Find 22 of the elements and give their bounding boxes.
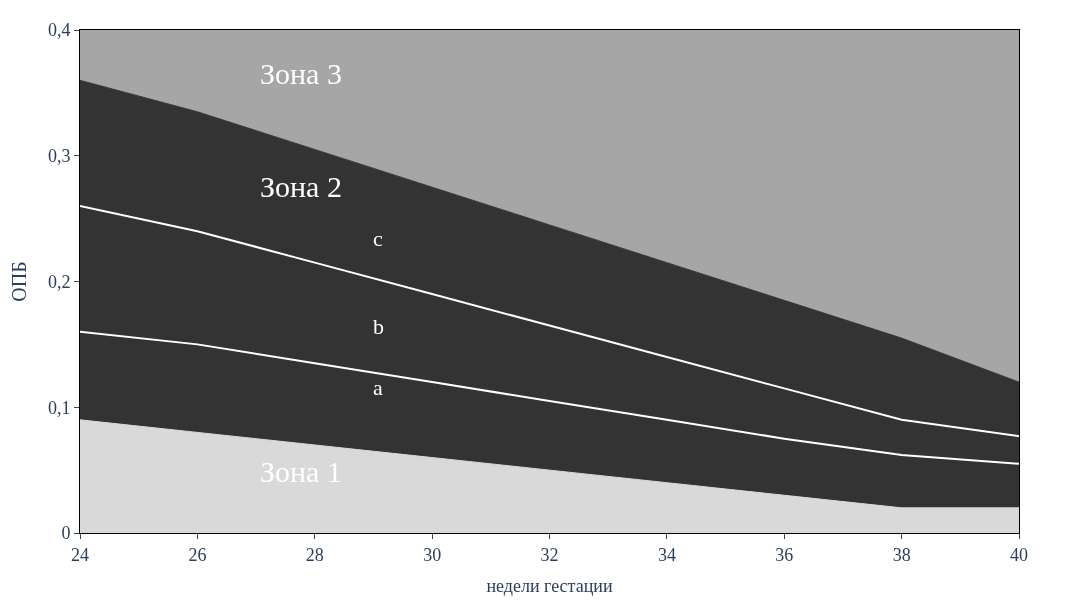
x-tick-label: 28: [305, 544, 324, 565]
annotation: c: [373, 226, 383, 251]
x-axis-title: недели гестации: [486, 575, 613, 596]
x-tick-label: 26: [188, 544, 207, 565]
x-tick-label: 30: [423, 544, 442, 565]
annotation: Зона 3: [260, 57, 342, 90]
y-axis-title: ОПБ: [8, 261, 31, 302]
x-tick-label: 24: [71, 544, 89, 565]
x-tick-label: 38: [892, 544, 911, 565]
x-tick-label: 32: [540, 544, 559, 565]
y-tick-label: 0,2: [47, 271, 71, 292]
x-tick-label: 36: [775, 544, 794, 565]
x-tick-label: 40: [1010, 544, 1028, 565]
annotation: a: [373, 375, 383, 400]
y-tick-label: 0,3: [47, 146, 71, 167]
y-tick-label: 0,1: [47, 397, 71, 418]
annotation: b: [373, 314, 384, 339]
x-tick-label: 34: [657, 544, 676, 565]
y-tick-label: 0,4: [47, 20, 71, 41]
y-tick-label: 0: [61, 523, 71, 544]
line-series: [80, 205, 1019, 438]
annotation: Зона 2: [260, 170, 342, 203]
